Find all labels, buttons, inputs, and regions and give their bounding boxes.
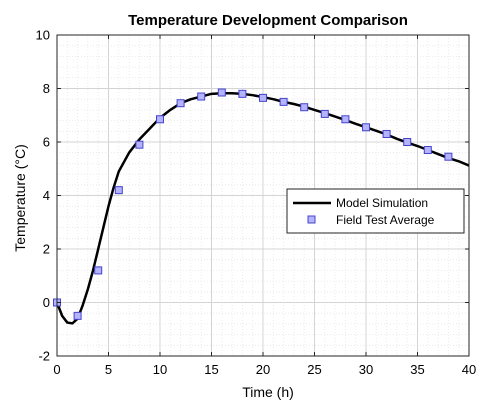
y-tick-label: 2: [43, 242, 50, 257]
y-axis-label: Temperature (°C): [12, 144, 28, 252]
field-test-marker: [320, 109, 329, 118]
x-tick-label: 5: [105, 362, 112, 377]
field-test-marker: [94, 266, 103, 275]
field-test-marker: [403, 138, 412, 146]
x-tick-label: 30: [359, 362, 373, 377]
field-test-marker: [114, 186, 123, 195]
field-test-marker: [444, 152, 453, 161]
field-test-marker: [279, 97, 288, 106]
x-tick-label: 0: [53, 362, 60, 377]
legend: Model Simulation Field Test Average: [286, 188, 465, 234]
field-test-marker: [156, 115, 164, 124]
y-tick-label: 10: [36, 28, 50, 43]
y-tick-label: -2: [38, 349, 50, 364]
x-tick-label: 10: [153, 362, 167, 377]
y-tick-label: 8: [43, 81, 50, 96]
field-test-marker: [362, 123, 370, 132]
field-test-marker: [238, 89, 247, 98]
x-tick-label: 15: [204, 362, 218, 377]
field-test-marker: [382, 129, 391, 138]
x-tick-label: 35: [410, 362, 424, 377]
y-tick-label: 0: [43, 295, 50, 310]
field-test-marker: [176, 99, 185, 108]
legend-label-model: Model Simulation: [336, 196, 428, 210]
field-test-marker: [341, 115, 350, 124]
y-tick-label: 6: [43, 135, 50, 150]
field-test-marker: [135, 140, 144, 149]
x-tick-label: 40: [462, 362, 476, 377]
field-test-marker: [197, 92, 206, 101]
legend-label-field: Field Test Average: [336, 213, 435, 227]
field-test-marker: [423, 146, 432, 155]
field-test-marker: [73, 311, 82, 320]
field-test-marker: [300, 103, 309, 112]
x-tick-label: 25: [307, 362, 321, 377]
x-tick-label: 20: [256, 362, 270, 377]
y-tick-label: 4: [43, 188, 50, 203]
legend-marker-swatch: [307, 215, 316, 224]
x-axis-label: Time (h): [242, 384, 294, 400]
field-test-marker: [259, 93, 267, 102]
chart-title: Temperature Development Comparison: [128, 12, 408, 29]
field-test-marker: [217, 88, 226, 97]
legend-box: [286, 188, 465, 234]
